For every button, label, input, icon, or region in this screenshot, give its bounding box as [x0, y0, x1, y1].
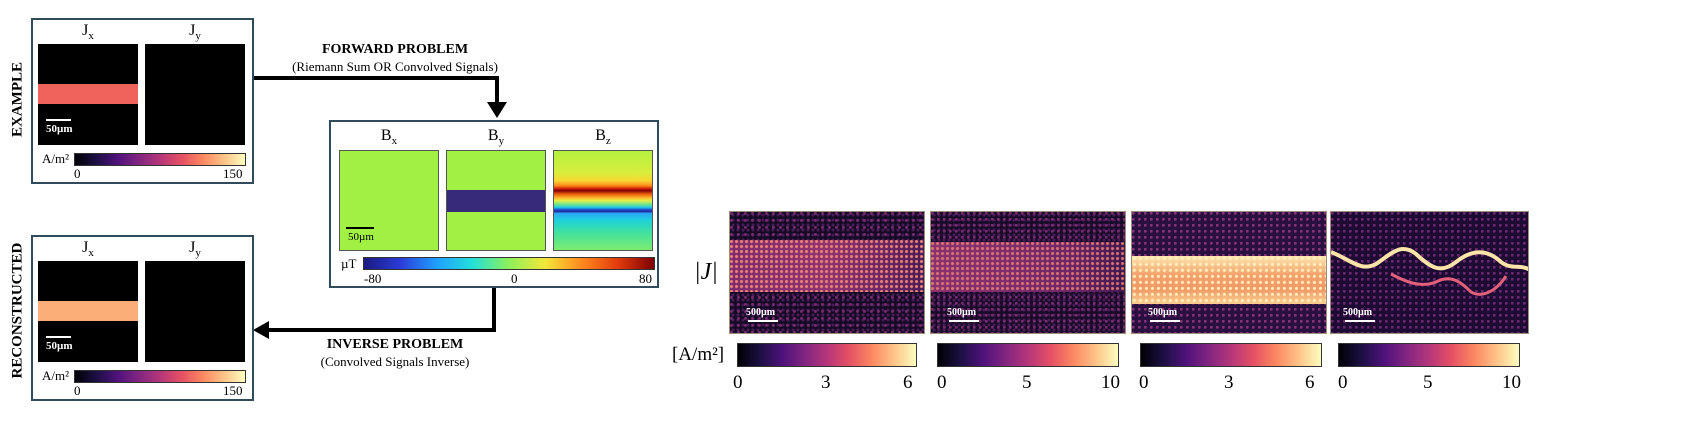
forward-arrow-vertical [495, 76, 499, 106]
example-colorbar [74, 153, 246, 166]
current-map-4-noise [1331, 212, 1528, 333]
current-map-3-tick-1: 3 [1224, 372, 1234, 393]
current-map-4-scalebar-label: 500µm [1343, 307, 1373, 318]
field-by-image [446, 150, 546, 251]
inverse-problem-subtitle: (Convolved Signals Inverse) [320, 354, 470, 369]
current-map-2-tick-0: 0 [937, 372, 947, 393]
reconstructed-jx-title: Jx [82, 239, 94, 260]
current-map-2-tick-2: 10 [1101, 372, 1120, 393]
example-side-label: EXAMPLE [9, 62, 26, 137]
current-map-1-band [730, 240, 924, 292]
example-jx-title: Jx [82, 22, 94, 43]
current-map-3-colorbar [1140, 343, 1322, 367]
inverse-arrowhead [253, 321, 269, 339]
current-map-1-scalebar [748, 320, 778, 322]
field-bx-image: 50µm [339, 150, 439, 251]
example-jx-image: 50µm [38, 44, 138, 145]
measured-row-label: |J| [694, 259, 718, 285]
example-scalebar [46, 119, 71, 121]
inverse-problem-title: INVERSE PROBLEM [326, 337, 464, 352]
example-colorbar-unit: A/m² [42, 151, 70, 166]
field-colorbar-mid: 0 [511, 271, 518, 286]
current-map-2-band [931, 242, 1125, 292]
reconstructed-colorbar-max: 150 [223, 383, 243, 398]
current-map-3: 500µm [1131, 211, 1327, 334]
example-jy-title: Jy [189, 22, 201, 43]
inverse-arrow-vertical [492, 288, 496, 332]
reconstructed-side-label: RECONSTRUCTED [9, 242, 26, 379]
example-jy-image [145, 44, 245, 145]
current-map-3-scalebar-label: 500µm [1148, 307, 1178, 318]
reconstructed-jy-title: Jy [189, 239, 201, 260]
field-bz-image [553, 150, 653, 251]
current-map-1-tick-0: 0 [733, 372, 743, 393]
field-bz-title: Bz [595, 127, 611, 148]
current-map-2-tick-1: 5 [1022, 372, 1032, 393]
current-map-1-tick-2: 6 [903, 372, 913, 393]
field-colorbar [363, 257, 655, 270]
inverse-arrow-horizontal [266, 328, 496, 332]
current-map-4: 500µm [1330, 211, 1529, 334]
example-colorbar-min: 0 [74, 166, 81, 181]
current-map-4-wavy-path [1331, 247, 1528, 296]
current-map-1-scalebar-label: 500µm [746, 307, 776, 318]
reconstructed-colorbar-unit: A/m² [42, 368, 70, 383]
forward-problem-title: FORWARD PROBLEM [321, 42, 469, 57]
current-map-2-colorbar [937, 343, 1119, 367]
current-map-4-tick-1: 5 [1423, 372, 1433, 393]
measured-unit-label: [A/m²] [672, 344, 725, 365]
reconstructed-colorbar [74, 370, 246, 383]
current-map-4-tick-0: 0 [1338, 372, 1348, 393]
forward-problem-subtitle: (Riemann Sum OR Convolved Signals) [292, 59, 498, 74]
field-by-stripe [447, 190, 545, 212]
example-colorbar-max: 150 [223, 166, 243, 181]
field-colorbar-min: -80 [364, 271, 382, 286]
current-map-2: 500µm [930, 211, 1126, 334]
reconstructed-current-stripe [38, 301, 138, 321]
reconstructed-jx-image: 50µm [38, 261, 138, 362]
forward-arrow-horizontal [254, 76, 499, 80]
field-bx-title: Bx [380, 127, 398, 148]
current-map-2-scalebar-label: 500µm [947, 307, 977, 318]
field-by-title: By [487, 127, 505, 148]
current-map-1-colorbar [737, 343, 917, 367]
field-colorbar-max: 80 [639, 271, 652, 286]
current-map-3-scalebar [1150, 320, 1180, 322]
current-map-1-tick-1: 3 [821, 372, 831, 393]
field-scalebar-label: 50µm [348, 231, 374, 243]
current-map-2-scalebar [949, 320, 979, 322]
current-map-3-tick-0: 0 [1139, 372, 1149, 393]
example-scalebar-label: 50µm [46, 123, 73, 135]
reconstructed-scalebar [46, 336, 71, 338]
field-scalebar [346, 227, 374, 229]
current-map-3-band [1132, 256, 1326, 304]
example-current-stripe [38, 84, 138, 104]
current-map-1: 500µm [729, 211, 925, 334]
current-map-4-colorbar [1338, 343, 1520, 367]
reconstructed-jy-image [145, 261, 245, 362]
current-map-4-tick-2: 10 [1502, 372, 1521, 393]
reconstructed-colorbar-min: 0 [74, 383, 81, 398]
current-map-4-scalebar [1345, 320, 1375, 322]
reconstructed-scalebar-label: 50µm [46, 340, 73, 352]
field-colorbar-unit: µT [341, 256, 357, 271]
current-map-3-tick-2: 6 [1305, 372, 1315, 393]
forward-arrowhead [487, 102, 507, 118]
